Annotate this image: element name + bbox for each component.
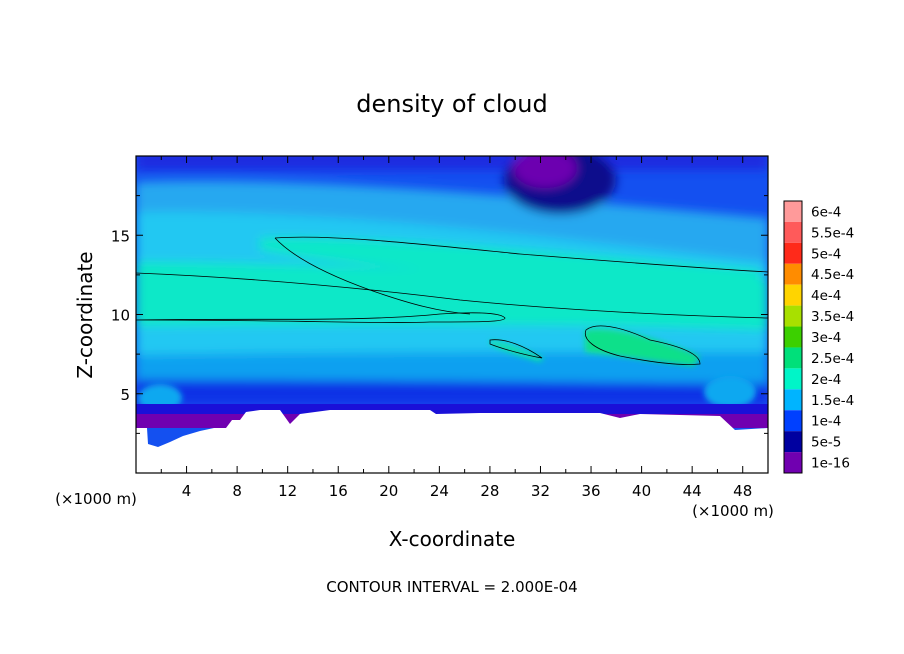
colorbar-swatch bbox=[784, 347, 802, 369]
colorbar-swatch bbox=[784, 284, 802, 306]
colorbar-swatch bbox=[784, 326, 802, 348]
y-tick-label: 5 bbox=[120, 386, 130, 404]
colorbar-swatch bbox=[784, 410, 802, 432]
y-tick-label: 15 bbox=[111, 227, 130, 245]
x-tick-label: 36 bbox=[581, 482, 600, 500]
colorbar-label: 5e-4 bbox=[811, 246, 841, 262]
x-tick-label: 8 bbox=[232, 482, 242, 500]
x-axis-ticks: 4 8 12 16 20 24 28 32 36 40 44 48 bbox=[160, 156, 752, 500]
colorbar-label: 3e-4 bbox=[811, 330, 841, 346]
colorbar-swatch bbox=[784, 431, 802, 453]
x-tick-label: 24 bbox=[430, 482, 449, 500]
contour-interval-note: CONTOUR INTERVAL = 2.000E-04 bbox=[326, 578, 577, 596]
x-unit-left: (×1000 m) bbox=[55, 490, 137, 508]
colorbar-label: 1e-4 bbox=[811, 414, 841, 430]
colorbar-swatch bbox=[784, 389, 802, 411]
colorbar-label: 5e-5 bbox=[811, 435, 841, 451]
y-axis-label: Z-coordinate bbox=[73, 251, 97, 378]
colorbar-swatch bbox=[784, 263, 802, 285]
x-tick-label: 16 bbox=[329, 482, 348, 500]
colorbar-label: 2.5e-4 bbox=[811, 351, 854, 367]
x-tick-label: 20 bbox=[379, 482, 398, 500]
colorbar-swatch bbox=[784, 305, 802, 327]
x-tick-label: 40 bbox=[632, 482, 651, 500]
x-tick-label: 12 bbox=[278, 482, 297, 500]
density-field bbox=[136, 156, 768, 473]
colorbar-swatch bbox=[784, 201, 802, 222]
colorbar-label: 4.5e-4 bbox=[811, 267, 854, 283]
colorbar-label: 1e-16 bbox=[811, 456, 850, 472]
colorbar-swatch bbox=[784, 221, 802, 243]
x-unit-right: (×1000 m) bbox=[692, 502, 774, 520]
colorbar-label: 6e-4 bbox=[811, 204, 841, 220]
x-tick-label: 48 bbox=[733, 482, 752, 500]
y-tick-label: 10 bbox=[111, 307, 130, 325]
colorbar-label: 5.5e-4 bbox=[811, 225, 854, 241]
colorbar-label: 3.5e-4 bbox=[811, 309, 854, 325]
colorbar-swatch bbox=[784, 452, 802, 473]
x-tick-label: 44 bbox=[683, 482, 702, 500]
x-tick-label: 4 bbox=[182, 482, 192, 500]
x-tick-label: 28 bbox=[480, 482, 499, 500]
colorbar-swatch bbox=[784, 368, 802, 390]
colorbar: 6e-4 5.5e-4 5e-4 4.5e-4 4e-4 3.5e-4 3e-4 2.5e-4… bbox=[783, 200, 854, 474]
y-axis-ticks: 5 10 15 bbox=[111, 195, 768, 434]
colorbar-label: 1.5e-4 bbox=[811, 393, 854, 409]
chart-title: density of cloud bbox=[356, 90, 547, 118]
x-axis-label: X-coordinate bbox=[389, 527, 516, 551]
contour-lines bbox=[136, 236, 768, 365]
colorbar-frame bbox=[783, 200, 803, 474]
colorbar-swatch bbox=[784, 242, 802, 264]
x-tick-label: 32 bbox=[531, 482, 550, 500]
colorbar-label: 2e-4 bbox=[811, 372, 841, 388]
colorbar-label: 4e-4 bbox=[811, 288, 841, 304]
